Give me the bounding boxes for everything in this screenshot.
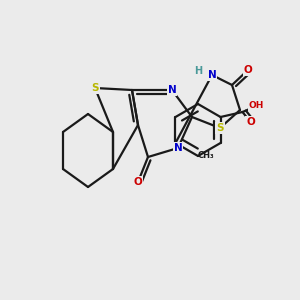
Text: OH: OH [249,101,264,110]
Text: CH₃: CH₃ [198,152,214,160]
Text: S: S [216,123,224,133]
Text: O: O [246,117,255,127]
Text: O: O [134,177,142,187]
Text: N: N [174,143,182,153]
Text: S: S [91,83,99,93]
Text: N: N [168,85,176,95]
Text: N: N [208,70,216,80]
Text: O: O [244,65,252,75]
Text: H: H [194,66,202,76]
